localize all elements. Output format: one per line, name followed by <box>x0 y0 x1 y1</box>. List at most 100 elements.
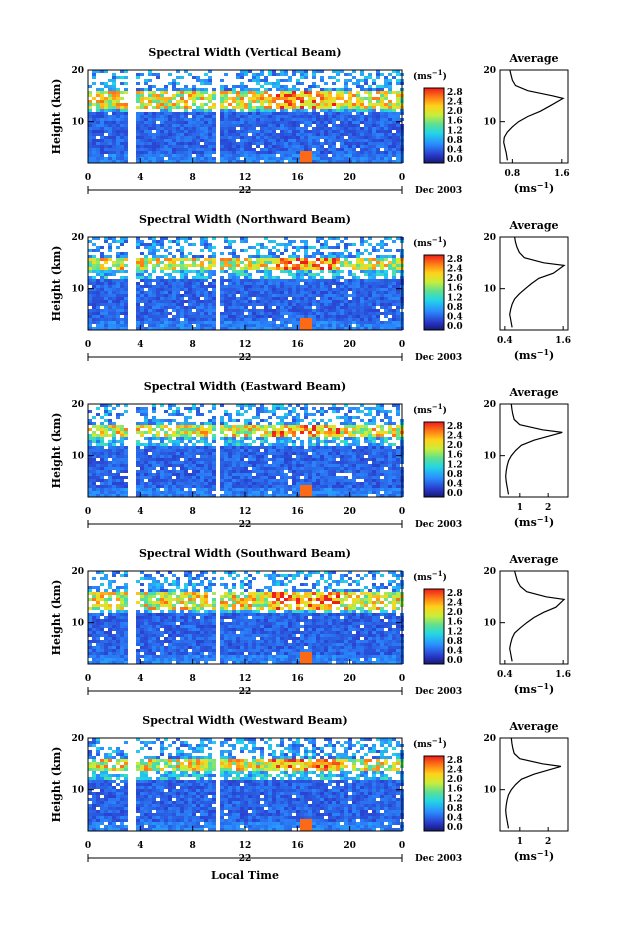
heatmap-cell <box>164 425 168 428</box>
heatmap-cell <box>396 312 400 315</box>
heatmap-cell <box>336 151 340 154</box>
heatmap-cell <box>284 151 288 154</box>
heatmap-cell <box>140 318 144 321</box>
heatmap-cell <box>364 446 368 449</box>
heatmap-cell <box>396 139 400 142</box>
heatmap-cell <box>384 315 388 318</box>
heatmap-cell <box>232 127 236 130</box>
heatmap-cell <box>284 139 288 142</box>
heatmap-cell <box>332 306 336 309</box>
heatmap-cell <box>248 327 252 330</box>
heatmap-cell <box>136 276 140 279</box>
heatmap-cell <box>108 94 112 97</box>
heatmap-cell <box>300 428 304 431</box>
heatmap-cell <box>92 148 96 151</box>
heatmap-cell <box>228 461 232 464</box>
heatmap-cell <box>88 297 92 300</box>
heatmap-cell <box>380 112 384 115</box>
heatmap-cell <box>156 154 160 157</box>
heatmap-cell <box>336 91 340 94</box>
heatmap-cell <box>148 154 152 157</box>
heatmap-cell <box>120 267 124 270</box>
heatmap-cell <box>368 252 372 255</box>
heatmap-cell <box>108 318 112 321</box>
heatmap-cell <box>164 121 168 124</box>
heatmap-cell <box>168 404 172 407</box>
heatmap-cell <box>228 327 232 330</box>
heatmap-cell <box>292 440 296 443</box>
heatmap-cell <box>96 285 100 288</box>
heatmap-cell <box>372 124 376 127</box>
heatmap-cell <box>120 139 124 142</box>
heatmap-cell <box>204 136 208 139</box>
heatmap-cell <box>328 288 332 291</box>
heatmap-cell <box>200 237 204 240</box>
heatmap-cell <box>232 303 236 306</box>
heatmap-cell <box>252 106 256 109</box>
heatmap-cell <box>252 458 256 461</box>
heatmap-cell <box>344 264 348 267</box>
heatmap-cell <box>212 148 216 151</box>
heatmap-cell <box>284 327 288 330</box>
heatmap-cell <box>320 136 324 139</box>
heatmap-cell <box>388 157 392 160</box>
heatmap-cell <box>192 315 196 318</box>
heatmap-cell <box>336 407 340 410</box>
heatmap-cell <box>144 157 148 160</box>
heatmap-cell <box>100 282 104 285</box>
heatmap-cell <box>108 404 112 407</box>
heatmap-cell <box>352 431 356 434</box>
heatmap-cell <box>112 133 116 136</box>
heatmap-cell <box>320 148 324 151</box>
heatmap-cell <box>340 446 344 449</box>
heatmap-cell <box>236 404 240 407</box>
heatmap-cell <box>264 452 268 455</box>
heatmap-cell <box>96 434 100 437</box>
heatmap-cell <box>312 318 316 321</box>
heatmap-cell <box>296 279 300 282</box>
heatmap-cell <box>256 124 260 127</box>
heatmap-cell <box>164 91 168 94</box>
heatmap-cell <box>272 121 276 124</box>
heatmap-cell <box>316 455 320 458</box>
heatmap-cell <box>376 443 380 446</box>
heatmap-cell <box>300 130 304 133</box>
heatmap-cell <box>256 118 260 121</box>
heatmap-cell <box>292 443 296 446</box>
heatmap-cell <box>336 291 340 294</box>
heatmap-cell <box>112 103 116 106</box>
heatmap-cell <box>108 443 112 446</box>
heatmap-cell <box>204 118 208 121</box>
heatmap-cell <box>336 306 340 309</box>
heatmap-cell <box>244 294 248 297</box>
heatmap-cell <box>196 154 200 157</box>
heatmap-cell <box>364 160 368 163</box>
heatmap-cell <box>260 270 264 273</box>
heatmap-cell <box>88 157 92 160</box>
heatmap-cell <box>344 139 348 142</box>
heatmap-cell <box>384 124 388 127</box>
heatmap-cell <box>152 306 156 309</box>
heatmap-cell <box>380 160 384 163</box>
heatmap-cell <box>352 425 356 428</box>
heatmap-cell <box>260 103 264 106</box>
heatmap-cell <box>104 157 108 160</box>
heatmap-cell <box>196 413 200 416</box>
heatmap-cell <box>364 139 368 142</box>
heatmap-cell <box>344 312 348 315</box>
heatmap-cell <box>388 91 392 94</box>
heatmap-cell <box>236 103 240 106</box>
heatmap-cell <box>88 148 92 151</box>
heatmap-cell <box>376 258 380 261</box>
colorbar-tick-label: 0.0 <box>447 322 463 332</box>
heatmap-cell <box>136 306 140 309</box>
heatmap-cell <box>284 324 288 327</box>
heatmap-cell <box>248 148 252 151</box>
heatmap-cell <box>100 115 104 118</box>
heatmap-cell <box>160 160 164 163</box>
heatmap-cell <box>396 461 400 464</box>
heatmap-cell <box>364 124 368 127</box>
heatmap-cell <box>192 452 196 455</box>
heatmap-cell <box>324 291 328 294</box>
heatmap-cell <box>208 264 212 267</box>
